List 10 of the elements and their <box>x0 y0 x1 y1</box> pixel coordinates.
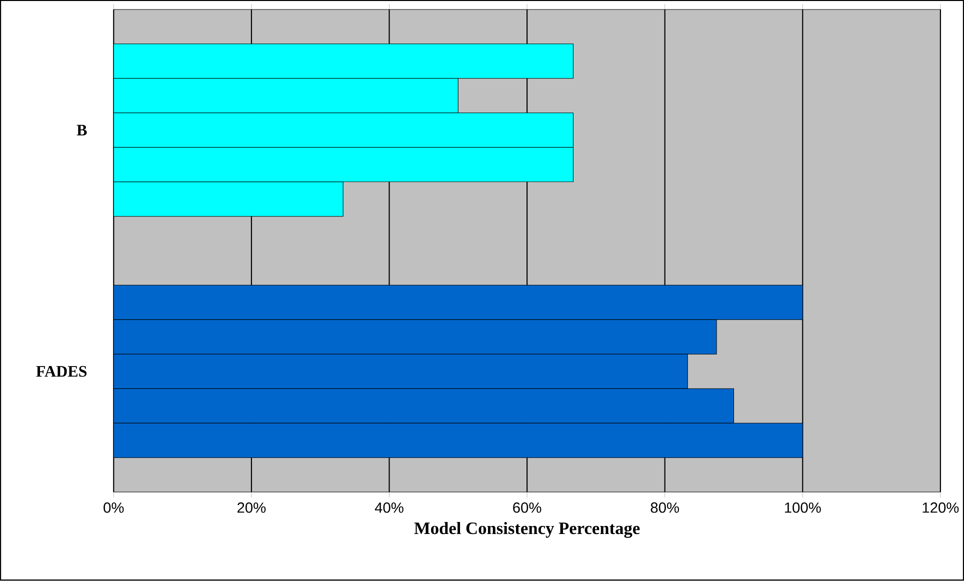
x-tick-label: 60% <box>513 502 542 513</box>
x-tick-label: 40% <box>374 502 404 513</box>
x-tick-label: 120% <box>922 502 959 513</box>
x-tick-label: 0% <box>104 502 124 513</box>
y-tick-label: B <box>76 125 87 136</box>
y-tick-label: FADES <box>36 366 87 377</box>
x-tick-label: 100% <box>784 502 821 513</box>
x-axis-title: Model Consistency Percentage <box>414 522 640 538</box>
x-tick-label: 80% <box>650 502 679 513</box>
x-tick-label: 20% <box>237 502 266 513</box>
